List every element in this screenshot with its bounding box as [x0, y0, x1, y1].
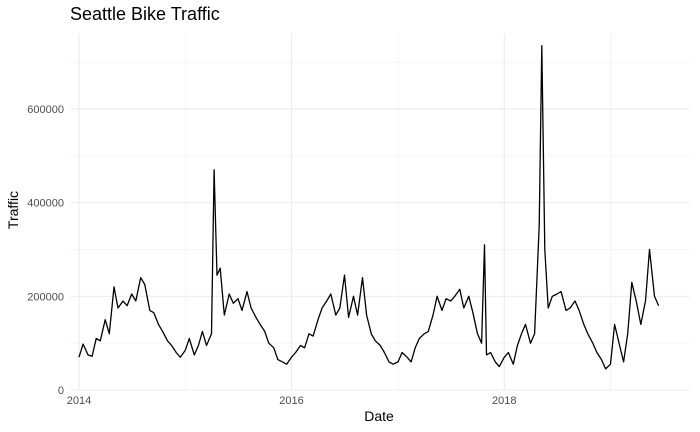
chart-title: Seattle Bike Traffic	[70, 4, 220, 24]
x-tick-label: 2018	[492, 395, 516, 407]
x-axis-title: Date	[364, 408, 394, 424]
y-tick-label: 600000	[27, 104, 64, 116]
y-tick-label: 0	[58, 385, 64, 397]
major-gridlines	[70, 34, 690, 391]
y-axis-title: Traffic	[5, 191, 21, 229]
y-tick-label: 200000	[27, 291, 64, 303]
traffic-series-line	[78, 45, 660, 370]
minor-gridlines	[70, 34, 690, 390]
x-tick-label: 2014	[67, 395, 91, 407]
y-axis-ticks: 0 200000 400000 600000	[27, 104, 64, 397]
x-tick-label: 2016	[279, 395, 303, 407]
y-tick-label: 400000	[27, 198, 64, 210]
x-axis-ticks: 2014 2016 2018	[67, 395, 517, 407]
